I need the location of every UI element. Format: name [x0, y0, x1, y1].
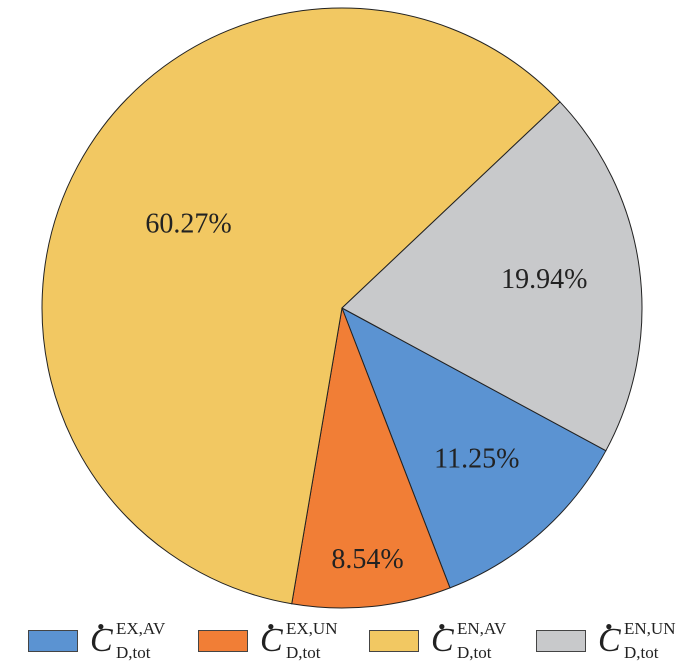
legend-swatch [536, 630, 586, 652]
dot-accent: • [97, 614, 105, 639]
legend-subscript: D,tot [624, 643, 659, 662]
pie-slice [341, 101, 643, 452]
legend-superscript: EN,AV [457, 619, 507, 638]
legend-superscript: EN,UN [624, 619, 676, 638]
legend-base: C [431, 622, 454, 659]
legend-symbol: • C EN,UN D,tot [598, 612, 685, 670]
legend-swatch [28, 630, 78, 652]
legend-symbol: • C EX,UN D,tot [260, 612, 370, 670]
pie-chart: 11.25% 8.54% 60.27% 19.94% [41, 7, 643, 609]
pie-slice [341, 306, 607, 589]
slice-label: 11.25% [434, 444, 519, 475]
legend-subscript: D,tot [116, 643, 151, 662]
pie-slice [291, 306, 451, 609]
slice-label: 8.54% [331, 544, 403, 575]
pie-slice [41, 7, 561, 605]
legend-subscript: D,tot [286, 643, 321, 662]
slice-label: 19.94% [501, 264, 587, 295]
dot-accent: • [267, 614, 275, 639]
legend-subscript: D,tot [457, 643, 492, 662]
legend-symbol: • C EN,AV D,tot [431, 612, 541, 670]
legend-superscript: EX,AV [116, 619, 166, 638]
legend-swatch [198, 630, 248, 652]
legend-swatch [369, 630, 419, 652]
dot-accent: • [605, 614, 613, 639]
legend-base: C [90, 622, 113, 659]
legend: • C EX,AV D,tot • C EX,UN D,tot • C EN,A… [0, 612, 685, 670]
legend-symbol: • C EX,AV D,tot [90, 612, 200, 670]
slice-label: 60.27% [145, 208, 231, 239]
legend-base: C [598, 622, 621, 659]
legend-superscript: EX,UN [286, 619, 338, 638]
legend-base: C [260, 622, 283, 659]
dot-accent: • [438, 614, 446, 639]
